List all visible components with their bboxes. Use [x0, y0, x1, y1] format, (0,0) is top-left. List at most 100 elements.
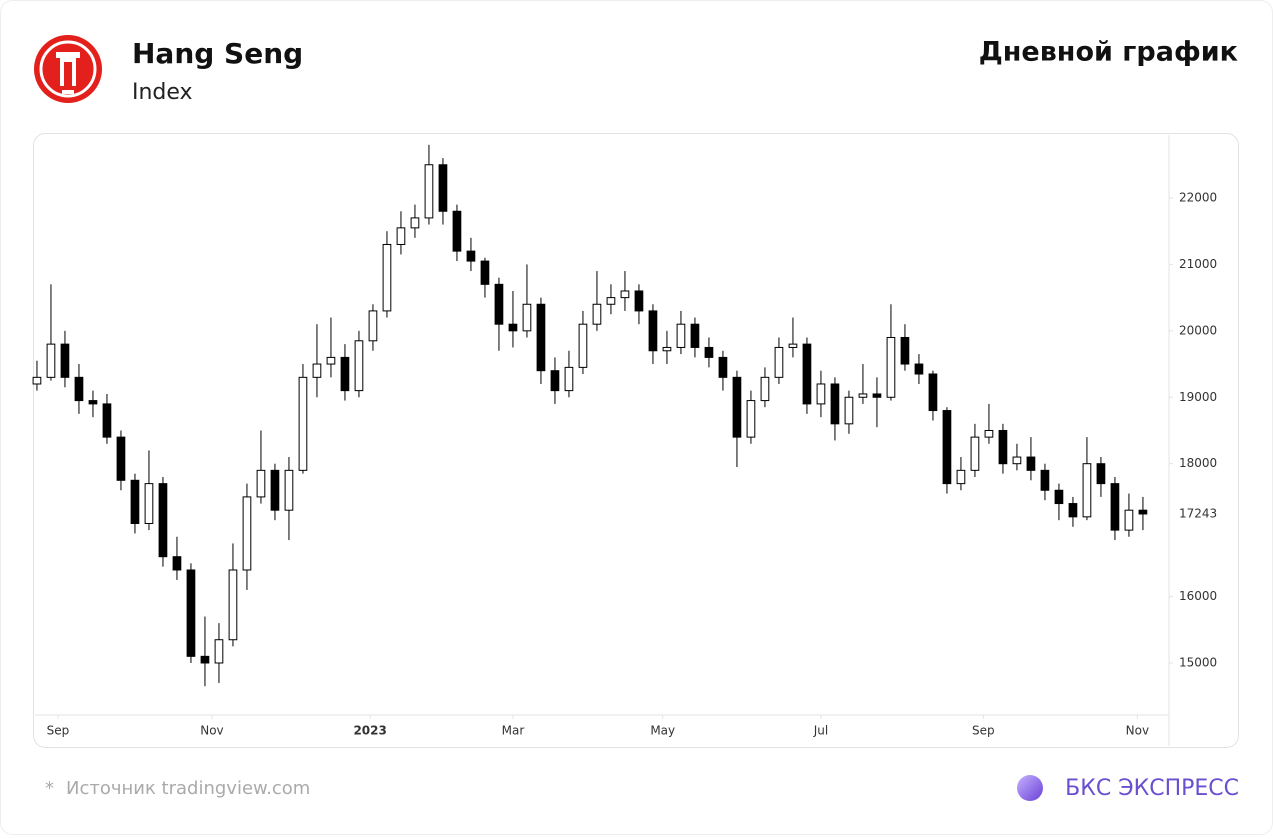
- y-tick-label: 16000: [1179, 589, 1217, 603]
- y-tick-label: 20000: [1179, 323, 1217, 337]
- candle-body: [1096, 463, 1106, 485]
- candle-body: [746, 400, 756, 438]
- candle-body: [592, 303, 602, 325]
- candle-body: [298, 376, 308, 471]
- candle-body: [144, 483, 154, 524]
- candle-body: [74, 376, 84, 402]
- candle-body: [116, 436, 126, 481]
- candle-body: [200, 655, 210, 664]
- candle-body: [270, 469, 280, 511]
- x-tick-label: 2023: [353, 724, 386, 738]
- candle-body: [1026, 456, 1036, 471]
- candle-body: [326, 356, 336, 365]
- hang-seng-logo: [34, 35, 102, 103]
- candle-body: [256, 469, 266, 498]
- candle-body: [676, 323, 686, 348]
- candle-body: [508, 323, 518, 332]
- candle-body: [1068, 503, 1078, 518]
- candle-body: [494, 283, 504, 325]
- y-tick-label: 19000: [1179, 390, 1217, 404]
- candle-body: [914, 363, 924, 375]
- candle-body: [102, 403, 112, 438]
- x-tick-label: Sep: [47, 724, 70, 738]
- header-title: Hang Seng: [132, 37, 303, 70]
- candle-body: [354, 340, 364, 392]
- candle-body: [1138, 509, 1148, 515]
- candle-body: [830, 383, 840, 425]
- y-tick-label: 21000: [1179, 257, 1217, 271]
- candle-body: [760, 376, 770, 402]
- candle-body: [844, 396, 854, 425]
- candle-body: [550, 370, 560, 392]
- candle-body: [88, 400, 98, 405]
- candle-body: [858, 393, 868, 398]
- x-tick-label: May: [650, 724, 675, 738]
- candle-body: [1012, 456, 1022, 465]
- candle-body: [480, 260, 490, 285]
- candle-body: [382, 243, 392, 312]
- brand-logo: [1017, 775, 1043, 801]
- candle-body: [1110, 483, 1120, 531]
- x-tick-label: Jul: [813, 724, 828, 738]
- candle-body: [158, 483, 168, 558]
- candle-body: [466, 250, 476, 262]
- candle-body: [214, 639, 224, 664]
- candle-body: [578, 323, 588, 368]
- candle-body: [564, 366, 574, 392]
- y-tick-label: 22000: [1179, 190, 1217, 204]
- source-note: Источник tradingview.com: [66, 778, 310, 799]
- candle-body: [956, 469, 966, 485]
- candle-body: [396, 227, 406, 245]
- candle-body: [1040, 469, 1050, 491]
- candle-body: [788, 343, 798, 348]
- brand-name: БКС ЭКСПРЕСС: [1065, 776, 1239, 801]
- candle-body: [886, 336, 896, 398]
- candle-body: [438, 164, 448, 212]
- candle-body: [1124, 509, 1134, 531]
- candle-body: [872, 393, 882, 398]
- candle-body: [452, 210, 462, 252]
- candle-body: [634, 290, 644, 312]
- candle-body: [662, 346, 672, 352]
- candle-body: [60, 343, 70, 378]
- candle-body: [690, 323, 700, 348]
- candle-body: [1082, 463, 1092, 518]
- candle-body: [284, 469, 294, 511]
- candle-body: [606, 297, 616, 305]
- last-price-label: 17243: [1179, 506, 1217, 520]
- candle-body: [718, 356, 728, 378]
- candle-body: [340, 356, 350, 392]
- candle-body: [130, 479, 140, 524]
- candle-body: [984, 429, 994, 438]
- candle-body: [970, 436, 980, 471]
- x-tick-label: Mar: [502, 724, 525, 738]
- candle-body: [998, 429, 1008, 465]
- plot: 15000 16000 18000 19000 20000 21000 22000 Sep No…: [32, 144, 1217, 738]
- candle-body: [900, 336, 910, 365]
- candle-body: [46, 343, 56, 378]
- candle-body: [816, 383, 826, 405]
- x-tick-label: Sep: [972, 724, 995, 738]
- candle-body: [424, 164, 434, 219]
- candle-body: [536, 303, 546, 372]
- chart-label: Дневной график: [979, 37, 1238, 68]
- candle-body: [32, 376, 42, 385]
- header-subtitle: Index: [132, 80, 193, 105]
- x-tick-label: Nov: [1126, 724, 1149, 738]
- candle-body: [732, 376, 742, 438]
- candle-body: [942, 410, 952, 485]
- chart-panel: [33, 133, 1239, 748]
- candle-body: [172, 556, 182, 571]
- candle-body: [928, 373, 938, 412]
- candle-body: [368, 310, 378, 342]
- footnote-mark: *: [45, 778, 54, 799]
- candle-body: [648, 310, 658, 352]
- candle-body: [802, 343, 812, 405]
- y-tick-label: 18000: [1179, 456, 1217, 470]
- candle-body: [522, 303, 532, 332]
- candle-body: [410, 217, 420, 229]
- y-tick-label: 15000: [1179, 655, 1217, 669]
- candle-body: [1054, 489, 1064, 505]
- candle-body: [228, 569, 238, 641]
